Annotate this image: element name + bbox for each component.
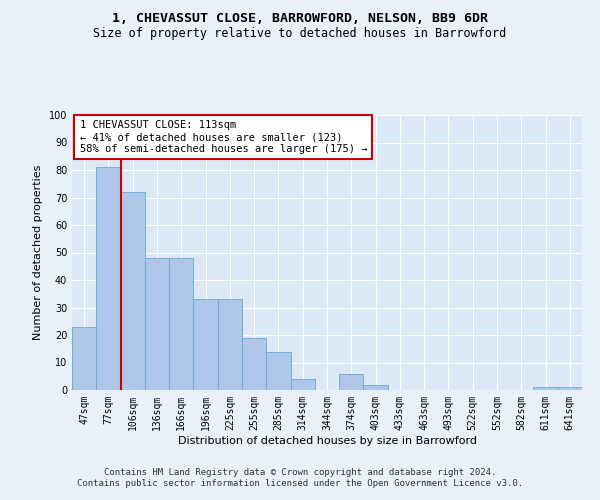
Bar: [339, 374, 364, 390]
Y-axis label: Number of detached properties: Number of detached properties: [33, 165, 43, 340]
Bar: [96, 167, 121, 390]
Bar: [242, 338, 266, 390]
Bar: [218, 299, 242, 390]
Text: Contains HM Land Registry data © Crown copyright and database right 2024.
Contai: Contains HM Land Registry data © Crown c…: [77, 468, 523, 487]
Bar: [72, 327, 96, 390]
Bar: [121, 192, 145, 390]
X-axis label: Distribution of detached houses by size in Barrowford: Distribution of detached houses by size …: [178, 436, 476, 446]
Bar: [290, 379, 315, 390]
Bar: [145, 258, 169, 390]
Text: Size of property relative to detached houses in Barrowford: Size of property relative to detached ho…: [94, 28, 506, 40]
Bar: [364, 384, 388, 390]
Bar: [193, 299, 218, 390]
Bar: [169, 258, 193, 390]
Bar: [533, 387, 558, 390]
Text: 1 CHEVASSUT CLOSE: 113sqm
← 41% of detached houses are smaller (123)
58% of semi: 1 CHEVASSUT CLOSE: 113sqm ← 41% of detac…: [80, 120, 367, 154]
Bar: [558, 387, 582, 390]
Bar: [266, 352, 290, 390]
Text: 1, CHEVASSUT CLOSE, BARROWFORD, NELSON, BB9 6DR: 1, CHEVASSUT CLOSE, BARROWFORD, NELSON, …: [112, 12, 488, 26]
